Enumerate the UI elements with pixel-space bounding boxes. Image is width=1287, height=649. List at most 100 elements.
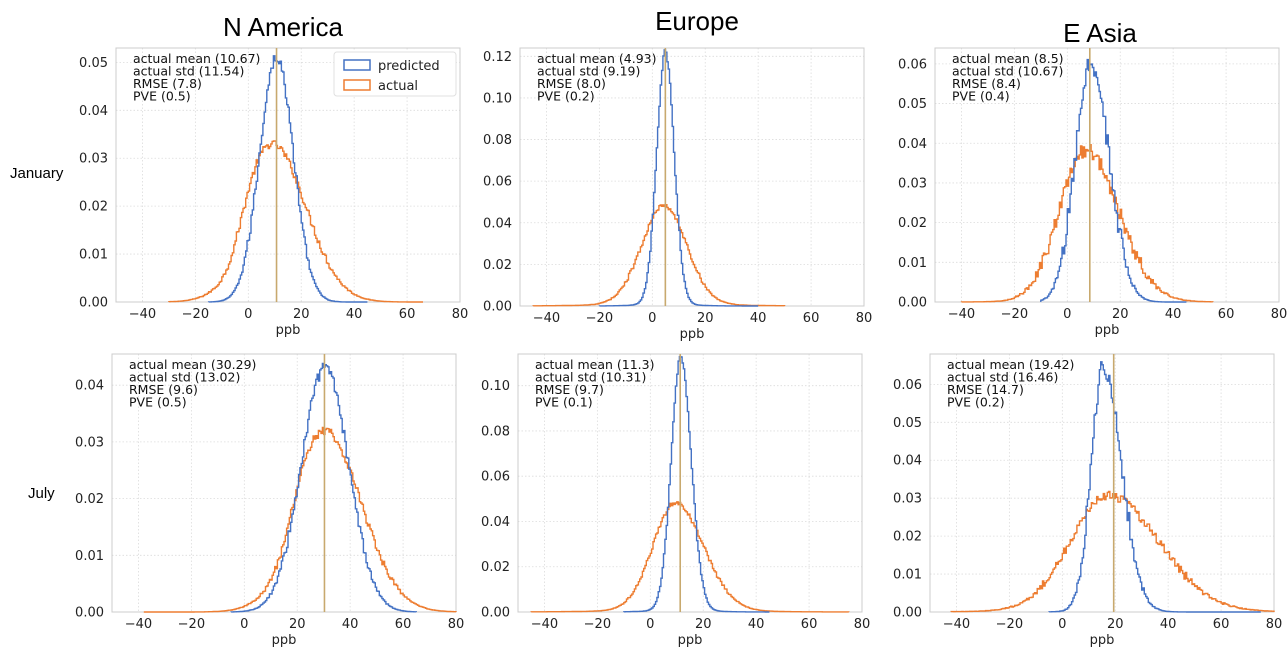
y-tick-label: 0.06 [898, 57, 927, 72]
x-tick-label: 80 [856, 311, 873, 326]
stat-annotation: actual mean (4.93) [537, 51, 656, 66]
stat-annotation: RMSE (8.0) [537, 76, 606, 91]
stat-annotation: actual mean (8.5) [952, 51, 1064, 66]
legend-swatch-predicted [343, 59, 371, 71]
y-tick-label: 0.00 [79, 296, 108, 311]
x-tick-label: −20 [178, 617, 205, 632]
x-tick-label: 80 [1271, 307, 1287, 322]
y-tick-label: 0.01 [898, 256, 927, 271]
stat-annotation: RMSE (9.7) [535, 382, 604, 397]
histogram-predicted [598, 49, 759, 307]
panel-jul-na: −40 −20 0 20 40 60 80 0.00 0.01 0.02 0.03 0.04 ppb ac… [75, 353, 465, 648]
y-tick-label: 0.02 [481, 560, 510, 575]
stat-annotation: RMSE (14.7) [947, 382, 1024, 397]
x-tick-label: 20 [1107, 617, 1124, 632]
x-tick-label: 80 [854, 617, 871, 632]
y-tick-label: 0.04 [483, 216, 512, 231]
stat-annotation: actual mean (10.67) [133, 51, 260, 66]
stat-annotation: actual mean (11.3) [535, 357, 654, 372]
y-tick-label: 0.03 [898, 176, 927, 191]
histogram-actual [532, 204, 786, 307]
x-tick-label: 0 [244, 307, 252, 322]
y-tick-label: 0.00 [893, 606, 922, 621]
y-tick-label: 0.03 [893, 492, 922, 507]
y-tick-label: 0.00 [483, 300, 512, 315]
y-tick-label: 0.02 [75, 492, 104, 507]
x-tick-label: 40 [1160, 617, 1177, 632]
x-tick-label: 40 [342, 617, 359, 632]
y-tick-label: 0.01 [893, 568, 922, 583]
histogram-predicted [623, 355, 770, 613]
x-tick-label: −40 [948, 307, 975, 322]
y-tick-label: 0.00 [898, 296, 927, 311]
x-tick-label: 60 [1213, 617, 1230, 632]
panel-jan-na: −40 −20 0 20 40 60 80 0.00 0.01 0.02 0.03 0.04 0.05 p… [79, 47, 469, 338]
x-tick-label: −40 [129, 307, 156, 322]
x-tick-label: −40 [531, 617, 558, 632]
y-tick-label: 0.04 [893, 454, 922, 469]
panel-jan-ea: −40 −20 0 20 40 60 80 0.00 0.01 0.02 0.03 0.04 0.05 0… [898, 47, 1287, 338]
column-title-e-asia: E Asia [1063, 18, 1137, 48]
y-tick-label: 0.02 [898, 216, 927, 231]
x-axis-label: ppb [1095, 323, 1120, 338]
histogram-actual [950, 490, 1275, 613]
x-tick-label: −40 [533, 311, 560, 326]
y-tick-label: 0.10 [481, 379, 510, 394]
x-tick-label: −20 [584, 617, 611, 632]
x-tick-label: 20 [695, 617, 712, 632]
histogram-actual [960, 144, 1214, 303]
x-axis-label: ppb [678, 633, 703, 648]
plot-frame [115, 47, 461, 303]
y-tick-label: 0.08 [481, 424, 510, 439]
panel-jul-eu: −40 −20 0 20 40 60 80 0.00 0.02 0.04 0.06 0.08 0.10 p… [481, 353, 871, 648]
x-tick-label: −20 [1001, 307, 1028, 322]
stat-annotation: actual std (10.31) [535, 370, 646, 385]
x-tick-label: 0 [1063, 307, 1071, 322]
plot-frame [929, 353, 1275, 613]
y-tick-label: 0.12 [483, 50, 512, 65]
stat-annotation: PVE (0.5) [129, 395, 187, 410]
y-tick-label: 0.10 [483, 91, 512, 106]
x-tick-label: 20 [1112, 307, 1129, 322]
y-tick-label: 0.06 [483, 175, 512, 190]
x-tick-label: 0 [648, 311, 656, 326]
plot-frame [934, 47, 1280, 303]
x-tick-label: 80 [448, 617, 465, 632]
histogram-predicted [1040, 58, 1187, 303]
panel-jan-eu: −40 −20 0 20 40 60 80 0.00 0.02 0.04 0.06 0.08 0.10 0… [483, 47, 873, 342]
x-axis-label: ppb [276, 323, 301, 338]
x-tick-label: −20 [586, 311, 613, 326]
x-tick-label: 0 [1058, 617, 1066, 632]
y-tick-label: 0.06 [893, 378, 922, 393]
x-axis-label: ppb [1090, 633, 1115, 648]
stat-annotation: PVE (0.2) [537, 89, 595, 104]
y-tick-label: 0.02 [893, 530, 922, 545]
panel-jul-ea: −40 −20 0 20 40 60 80 0.00 0.01 0.02 0.03 0.04 0.05 0… [893, 353, 1283, 648]
y-tick-label: 0.00 [481, 606, 510, 621]
x-tick-label: −40 [943, 617, 970, 632]
y-tick-label: 0.05 [79, 56, 108, 71]
legend-label-actual: actual [378, 79, 418, 94]
histogram-predicted [1048, 361, 1261, 613]
stat-annotation: PVE (0.2) [947, 395, 1005, 410]
y-tick-label: 0.05 [898, 97, 927, 112]
plot-frame [111, 353, 457, 613]
x-tick-label: 20 [293, 307, 310, 322]
x-tick-label: 40 [346, 307, 363, 322]
x-tick-label: 0 [240, 617, 248, 632]
stat-annotation: actual std (16.46) [947, 370, 1058, 385]
stat-annotation: actual std (10.67) [952, 64, 1063, 79]
x-tick-label: 80 [1266, 617, 1283, 632]
histogram-actual [168, 140, 423, 303]
x-tick-label: 20 [289, 617, 306, 632]
x-tick-label: 60 [801, 617, 818, 632]
x-axis-label: ppb [272, 633, 297, 648]
y-tick-label: 0.03 [79, 152, 108, 167]
y-tick-label: 0.04 [898, 137, 927, 152]
x-tick-label: 80 [452, 307, 469, 322]
stat-annotation: actual std (13.02) [129, 370, 240, 385]
stat-annotation: RMSE (7.8) [133, 76, 202, 91]
x-tick-label: 40 [750, 311, 767, 326]
y-tick-label: 0.01 [79, 248, 108, 263]
